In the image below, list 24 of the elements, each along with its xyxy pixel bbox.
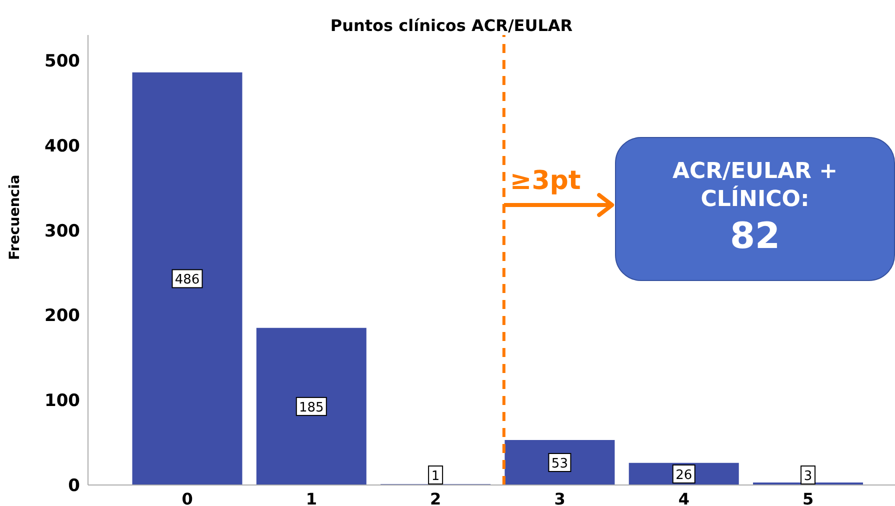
y-tick-label: 400 — [44, 136, 80, 156]
callout-box: ACR/EULAR + CLÍNICO: 82 — [615, 137, 895, 281]
y-tick-label: 200 — [44, 306, 80, 326]
y-tick-label: 300 — [44, 221, 80, 242]
y-tick-label: 100 — [44, 391, 80, 412]
data-label: 3 — [804, 469, 812, 484]
x-tick-label: 4 — [678, 489, 690, 506]
x-tick-label: 2 — [430, 489, 442, 506]
data-label: 26 — [676, 468, 692, 483]
annotation: ≥3pt — [510, 166, 581, 196]
data-label: 185 — [298, 400, 324, 416]
x-tick-label: 0 — [182, 489, 193, 506]
data-label: 53 — [551, 456, 568, 472]
annotation: ACR/EULAR + — [671, 158, 839, 186]
x-tick-label: 3 — [554, 489, 566, 506]
y-tick-label: 500 — [44, 52, 80, 72]
y-axis-title: Frecuencia — [6, 174, 23, 260]
data-label: 486 — [174, 272, 200, 288]
x-tick-label: 5 — [802, 489, 814, 506]
annotation: CLÍNICO: — [700, 186, 810, 214]
x-tick-label: 1 — [306, 489, 318, 506]
annotation: 82 — [728, 215, 782, 259]
chart-title: Puntos clínicos ACR/EULAR — [329, 16, 574, 35]
data-label: 1 — [431, 469, 440, 484]
